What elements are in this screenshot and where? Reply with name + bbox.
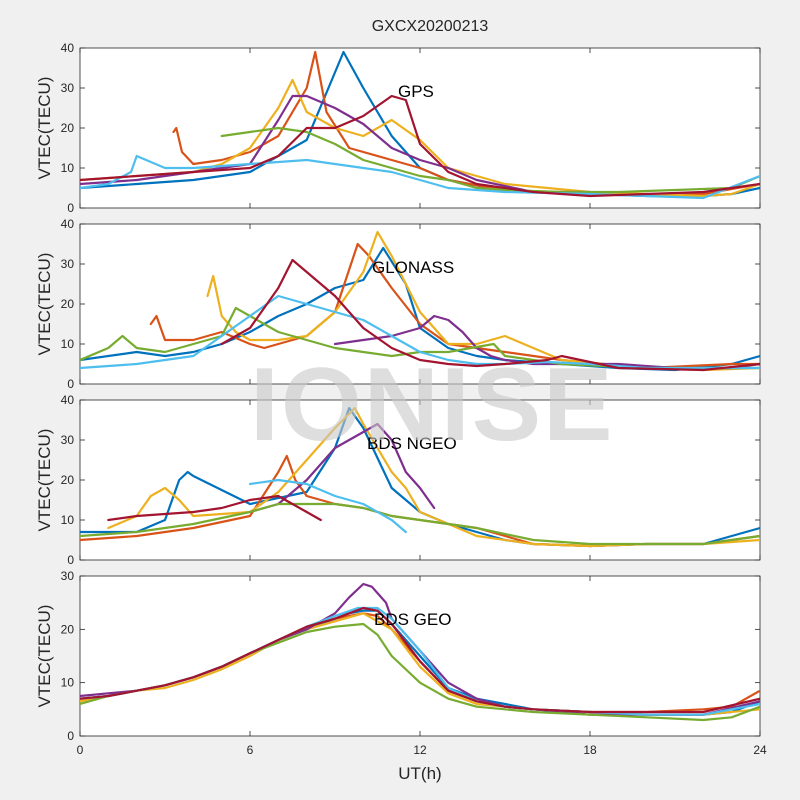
y-tick-label: 20 bbox=[61, 121, 75, 135]
series-line-2 bbox=[107, 406, 760, 548]
y-tick-label: 0 bbox=[67, 553, 74, 567]
y-tick-label: 10 bbox=[61, 513, 75, 527]
y-tick-label: 20 bbox=[61, 473, 75, 487]
series-line-6 bbox=[80, 94, 760, 198]
y-tick-label: 30 bbox=[61, 569, 75, 583]
figure-title: GXCX20200213 bbox=[372, 18, 489, 35]
series-line-4 bbox=[220, 126, 760, 194]
series-group bbox=[80, 406, 760, 548]
y-tick-label: 30 bbox=[61, 257, 75, 271]
series-line-5 bbox=[80, 154, 760, 200]
y-axis-label: VTEC(TECU) bbox=[35, 253, 54, 356]
axes-box bbox=[79, 47, 761, 209]
y-tick-label: 40 bbox=[61, 393, 75, 407]
y-tick-label: 10 bbox=[61, 161, 75, 175]
y-tick-label: 30 bbox=[61, 81, 75, 95]
y-axis-label: VTEC(TECU) bbox=[35, 429, 54, 532]
panel-label: GPS bbox=[398, 82, 434, 101]
panel-2: 0 10 20 30 40 VTEC(TECU) BDS NGEO bbox=[35, 393, 761, 567]
y-tick-label: 0 bbox=[67, 729, 74, 743]
y-tick-label: 40 bbox=[61, 41, 75, 55]
axes-box bbox=[79, 399, 761, 561]
series-line-6 bbox=[220, 258, 760, 372]
y-tick-label: 0 bbox=[67, 201, 74, 215]
series-line-3 bbox=[248, 422, 436, 514]
panel-1: 0 10 20 30 40 VTEC(TECU) GLONASS bbox=[35, 217, 761, 391]
series-line-5 bbox=[80, 294, 760, 370]
y-tick-label: 10 bbox=[61, 337, 75, 351]
panel-0: 0 10 20 30 40 VTEC(TECU) GPS bbox=[35, 41, 761, 215]
panel-label: GLONASS bbox=[372, 258, 454, 277]
series-line-3 bbox=[80, 94, 592, 194]
series-group bbox=[80, 230, 760, 372]
x-axis-label: UT(h) bbox=[398, 764, 441, 783]
series-line-5 bbox=[248, 478, 407, 534]
y-axis-label: VTEC(TECU) bbox=[35, 605, 54, 708]
series-group bbox=[80, 582, 760, 722]
y-tick-label: 20 bbox=[61, 297, 75, 311]
y-tick-label: 0 bbox=[67, 377, 74, 391]
axes-box bbox=[79, 223, 761, 385]
series-group bbox=[80, 50, 760, 200]
series-line-4 bbox=[80, 502, 760, 546]
x-tick-label: 12 bbox=[413, 743, 427, 757]
y-axis-label: VTEC(TECU) bbox=[35, 77, 54, 180]
panel-label: BDS NGEO bbox=[367, 434, 457, 453]
panel-3: 0 6 12 18 24 0 10 20 30 VTEC(TECU) BDS GEO UT(h) bbox=[35, 569, 767, 783]
x-tick-label: 6 bbox=[247, 743, 254, 757]
x-tick-label: 0 bbox=[77, 743, 84, 757]
x-tick-label: 18 bbox=[583, 743, 597, 757]
y-tick-label: 20 bbox=[61, 622, 75, 636]
series-line-6 bbox=[80, 606, 760, 714]
series-line-3 bbox=[333, 314, 760, 370]
y-tick-label: 10 bbox=[61, 676, 75, 690]
y-tick-label: 30 bbox=[61, 433, 75, 447]
series-line-6 bbox=[107, 494, 322, 522]
series-line-2 bbox=[206, 230, 760, 372]
x-tick-label: 24 bbox=[753, 743, 767, 757]
panel-label: BDS GEO bbox=[374, 610, 451, 629]
y-tick-label: 40 bbox=[61, 217, 75, 231]
